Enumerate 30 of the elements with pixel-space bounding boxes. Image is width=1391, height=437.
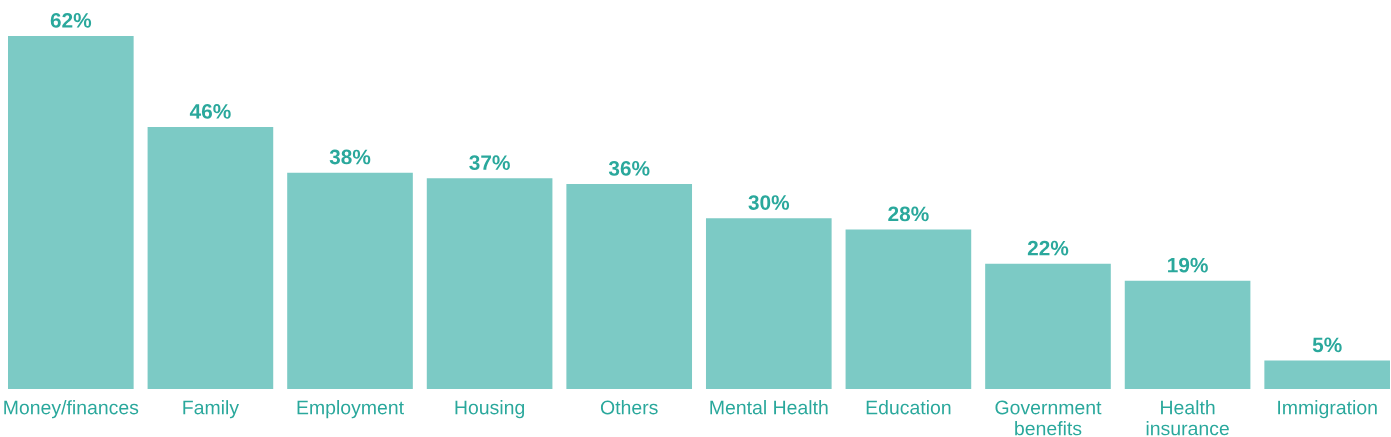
x-tick-label: Immigration bbox=[1278, 400, 1377, 419]
x-tick-label: Government benefits bbox=[995, 400, 1102, 436]
bar bbox=[8, 36, 134, 389]
x-tick-label: Housing bbox=[455, 400, 525, 419]
data-label: 28% bbox=[888, 206, 929, 222]
data-label: 5% bbox=[1312, 337, 1342, 353]
data-label: 62% bbox=[50, 12, 92, 28]
x-tick-label: Money/finances bbox=[4, 400, 139, 419]
x-tick-label: Others bbox=[600, 400, 658, 415]
x-tick-label: Health insurance bbox=[1146, 400, 1229, 436]
bar bbox=[1264, 360, 1390, 389]
bar bbox=[845, 229, 972, 389]
bar bbox=[1124, 280, 1251, 389]
data-label: 22% bbox=[1027, 240, 1069, 256]
x-tick-label: Family bbox=[183, 400, 239, 419]
x-tick-label: Education bbox=[866, 400, 951, 415]
bar bbox=[705, 218, 832, 389]
data-label: 19% bbox=[1168, 257, 1208, 273]
data-label: 46% bbox=[189, 104, 231, 119]
bar bbox=[985, 263, 1111, 389]
data-label: 36% bbox=[608, 161, 650, 176]
x-tick-label: Employment bbox=[297, 400, 404, 419]
bar bbox=[426, 178, 553, 389]
data-label: 37% bbox=[469, 155, 510, 171]
bar bbox=[287, 172, 413, 389]
bar bbox=[566, 184, 693, 389]
bar bbox=[147, 127, 274, 389]
data-label: 30% bbox=[748, 195, 790, 210]
x-tick-label: Mental Health bbox=[710, 400, 828, 415]
data-label: 38% bbox=[329, 149, 371, 165]
